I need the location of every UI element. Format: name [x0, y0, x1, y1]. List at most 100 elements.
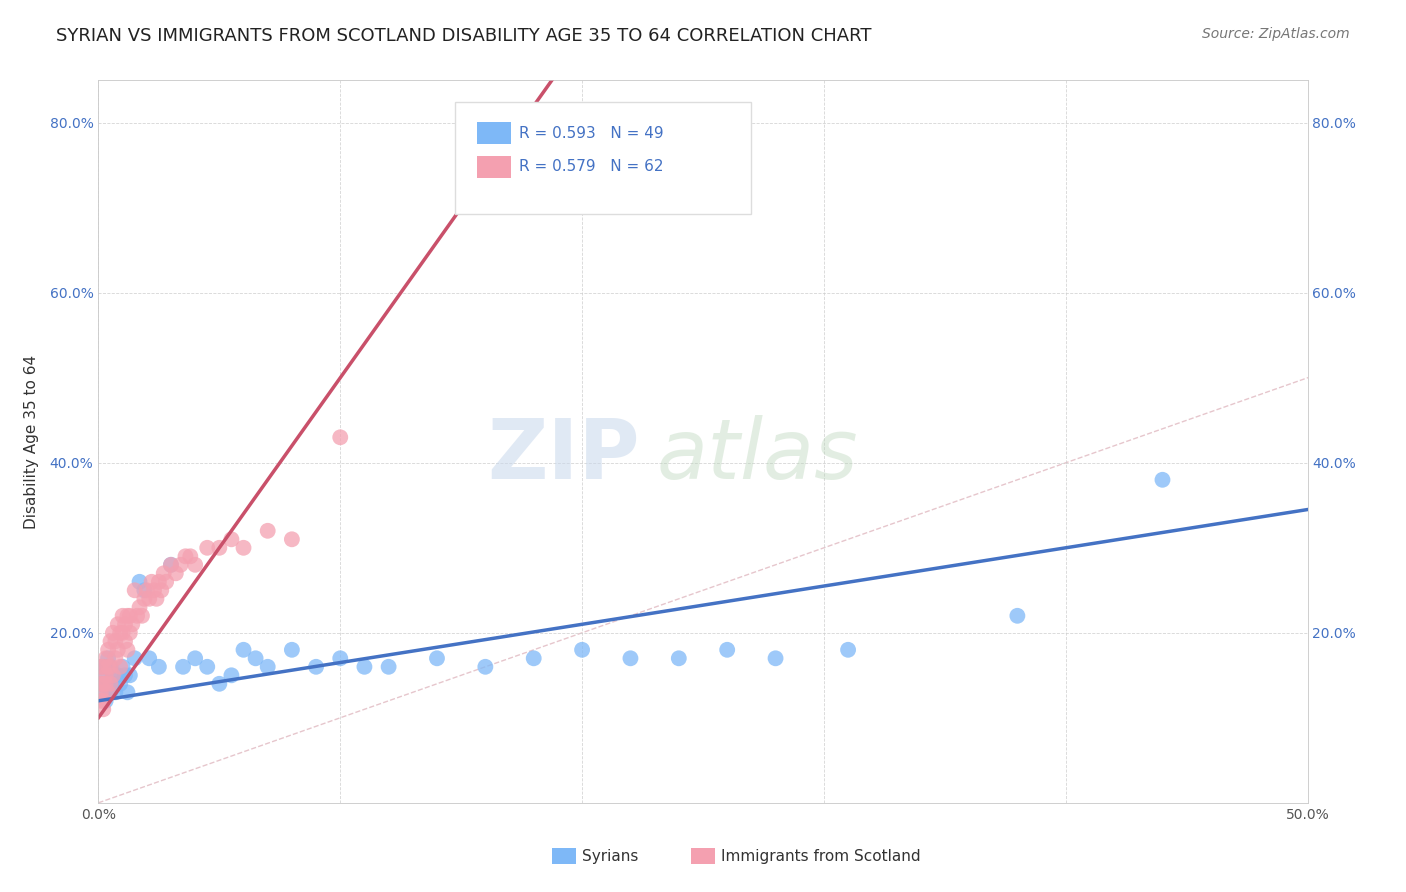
- Point: [152, 566, 174, 581]
- Point: [160, 558, 183, 572]
- Point: [100, 660, 122, 674]
- Point: [101, 625, 124, 640]
- Point: [91, 660, 114, 674]
- Point: [377, 660, 399, 674]
- Point: [160, 558, 183, 572]
- Point: [716, 642, 738, 657]
- Text: atlas: atlas: [657, 416, 858, 497]
- Point: [281, 533, 304, 547]
- Point: [90, 677, 112, 691]
- Point: [97, 685, 120, 699]
- Point: [195, 660, 218, 674]
- Point: [117, 608, 139, 623]
- Point: [305, 660, 328, 674]
- Point: [184, 651, 207, 665]
- Point: [108, 625, 131, 640]
- Point: [184, 558, 207, 572]
- Point: [124, 651, 146, 665]
- Point: [100, 677, 122, 691]
- Point: [195, 541, 218, 555]
- Point: [281, 642, 304, 657]
- Point: [668, 651, 690, 665]
- Point: [90, 677, 112, 691]
- Point: [571, 642, 593, 657]
- Point: [97, 677, 120, 691]
- Point: [245, 651, 267, 665]
- Point: [138, 651, 160, 665]
- Point: [118, 625, 141, 640]
- Point: [94, 694, 117, 708]
- Point: [256, 524, 278, 538]
- Point: [91, 677, 114, 691]
- Point: [107, 617, 129, 632]
- Point: [143, 583, 166, 598]
- Point: [172, 660, 194, 674]
- Text: ZIP: ZIP: [488, 416, 640, 497]
- Point: [138, 591, 160, 606]
- Point: [128, 600, 150, 615]
- Point: [837, 642, 859, 657]
- Point: [134, 583, 156, 598]
- Point: [134, 591, 156, 606]
- Text: R = 0.579   N = 62: R = 0.579 N = 62: [519, 160, 664, 175]
- Point: [108, 677, 131, 691]
- Point: [1152, 473, 1174, 487]
- Point: [118, 668, 141, 682]
- Text: SYRIAN VS IMMIGRANTS FROM SCOTLAND DISABILITY AGE 35 TO 64 CORRELATION CHART: SYRIAN VS IMMIGRANTS FROM SCOTLAND DISAB…: [56, 27, 872, 45]
- Point: [148, 574, 170, 589]
- Point: [523, 651, 546, 665]
- Point: [107, 668, 129, 682]
- Point: [179, 549, 201, 564]
- Point: [148, 660, 170, 674]
- Point: [127, 608, 149, 623]
- Point: [141, 574, 163, 589]
- Point: [232, 642, 254, 657]
- Point: [114, 634, 136, 648]
- Point: [256, 660, 278, 674]
- Text: Immigrants from Scotland: Immigrants from Scotland: [721, 849, 921, 863]
- Point: [329, 651, 352, 665]
- Bar: [477, 156, 510, 178]
- Text: Syrians: Syrians: [582, 849, 638, 863]
- Point: [91, 685, 114, 699]
- Point: [97, 642, 120, 657]
- Point: [155, 574, 177, 589]
- Point: [117, 685, 139, 699]
- Point: [104, 651, 127, 665]
- Point: [135, 583, 157, 598]
- Point: [619, 651, 641, 665]
- Point: [221, 533, 243, 547]
- Point: [169, 558, 191, 572]
- Bar: [551, 848, 576, 864]
- Point: [114, 668, 136, 682]
- Point: [117, 642, 139, 657]
- Y-axis label: Disability Age 35 to 64: Disability Age 35 to 64: [24, 354, 38, 529]
- Point: [114, 617, 136, 632]
- Point: [353, 660, 375, 674]
- Point: [111, 625, 134, 640]
- Point: [101, 677, 124, 691]
- Point: [111, 608, 134, 623]
- Point: [90, 694, 112, 708]
- Point: [118, 608, 141, 623]
- Point: [91, 702, 114, 716]
- Point: [94, 668, 117, 682]
- Point: [221, 668, 243, 682]
- Point: [145, 591, 167, 606]
- Point: [100, 685, 122, 699]
- Point: [121, 617, 143, 632]
- Point: [91, 694, 114, 708]
- Point: [101, 668, 124, 682]
- Point: [94, 677, 117, 691]
- Point: [104, 685, 127, 699]
- Point: [329, 430, 352, 444]
- Point: [131, 608, 153, 623]
- Point: [101, 668, 124, 682]
- Point: [108, 660, 131, 674]
- Point: [208, 541, 231, 555]
- Point: [97, 651, 120, 665]
- Text: Source: ZipAtlas.com: Source: ZipAtlas.com: [1202, 27, 1350, 41]
- Bar: [690, 848, 716, 864]
- Point: [90, 685, 112, 699]
- Point: [104, 634, 127, 648]
